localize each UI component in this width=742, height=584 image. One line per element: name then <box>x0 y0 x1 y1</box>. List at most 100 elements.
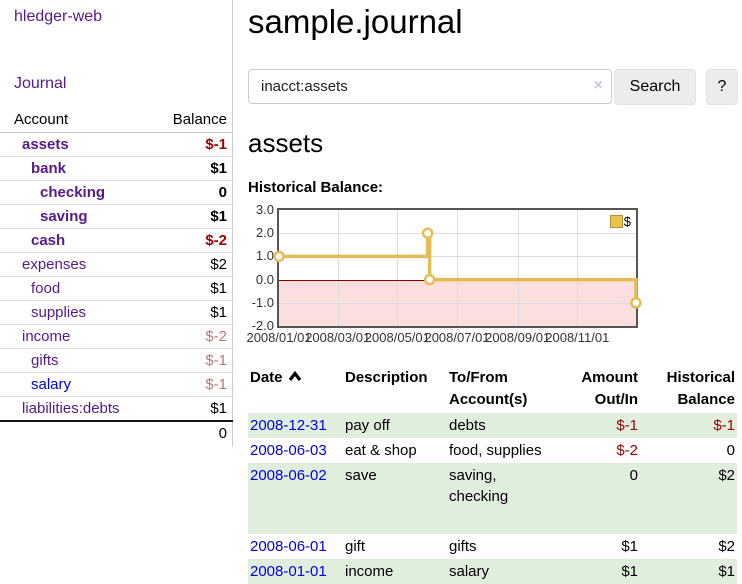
y-tick-label: 0.0 <box>255 271 274 287</box>
accounts-cell: debts <box>449 417 486 434</box>
accounts-cell: gifts <box>449 538 477 555</box>
account-balance: $-2 <box>143 324 233 349</box>
accounts-total-value: 0 <box>143 420 233 445</box>
date-header-label: Date <box>250 369 283 386</box>
account-link-gifts[interactable]: gifts <box>31 352 59 369</box>
accounts-header-row: Account Balance <box>0 108 233 133</box>
account-heading: assets <box>248 128 324 158</box>
account-row: food $1 <box>0 276 233 301</box>
account-balance: $-2 <box>143 228 233 253</box>
page-title: sample.journal <box>248 3 463 40</box>
account-row: gifts $-1 <box>0 348 233 373</box>
account-row: expenses $2 <box>0 252 233 277</box>
sidebar-item-journal[interactable]: Journal <box>14 75 67 92</box>
x-tick-label: 2008/03/01 <box>305 330 371 345</box>
account-link-assets[interactable]: assets <box>22 136 69 153</box>
data-point-marker <box>630 297 642 309</box>
account-balance: $-1 <box>143 348 233 373</box>
search-input[interactable] <box>248 69 612 104</box>
transaction-date-link[interactable]: 2008-01-01 <box>250 563 327 580</box>
account-row: salary $-1 <box>0 372 233 397</box>
account-balance: $2 <box>143 252 233 277</box>
account-link-checking[interactable]: checking <box>40 184 106 201</box>
transaction-date-link[interactable]: 2008-06-01 <box>250 538 327 555</box>
y-tick-label: -2.0 <box>251 318 274 333</box>
chart-plot-area: $ <box>273 208 642 328</box>
description-cell: eat & shop <box>345 442 417 459</box>
accounts-cell: saving, checking <box>449 467 509 505</box>
x-tick-label: 2008/05/01 <box>364 330 430 345</box>
accounts-header-balance: Balance <box>143 108 233 133</box>
register-header-amount: Amount Out/In <box>581 369 638 408</box>
description-cell: save <box>345 467 377 484</box>
search-form: × Search ? <box>248 69 742 105</box>
account-row: supplies $1 <box>0 300 233 325</box>
sort-ascending-icon <box>288 367 302 389</box>
account-link-saving[interactable]: saving <box>40 208 88 225</box>
accounts-tbody: assets $-1 bank $1 checking 0 saving $1 cash $-2 e… <box>0 133 233 421</box>
app-title-link[interactable]: hledger-web <box>14 8 103 25</box>
transaction-date-link[interactable]: 2008-06-02 <box>250 467 327 484</box>
amount-cell: $-1 <box>616 417 638 434</box>
amount-cell: $1 <box>621 538 638 555</box>
account-row: bank $1 <box>0 156 233 181</box>
account-link-bank[interactable]: bank <box>31 160 67 177</box>
search-button[interactable]: Search <box>614 69 696 105</box>
account-link-income[interactable]: income <box>22 328 71 345</box>
account-balance: $1 <box>143 396 233 421</box>
account-balance: $1 <box>143 156 233 181</box>
v-gridline <box>337 210 339 326</box>
register-header-description: Description <box>345 369 428 386</box>
accounts-cell: salary <box>449 563 490 580</box>
account-balance: $-1 <box>143 372 233 397</box>
register-tbody: 2008-12-31 pay off debts $-1 $-1 2008-06-03 ea… <box>248 413 737 584</box>
date-cell: 2008-01-01 <box>248 559 345 584</box>
account-balance: 0 <box>143 180 233 205</box>
description-cell: pay off <box>345 417 390 434</box>
account-link-expenses[interactable]: expenses <box>22 256 87 273</box>
description-cell: income <box>345 563 394 580</box>
balance-cell: 0 <box>726 442 735 459</box>
clear-search-icon[interactable]: × <box>593 77 603 94</box>
register-table: Date Description To/From Account(s) Amou… <box>248 365 737 584</box>
register-header-balance: Historical Balance <box>666 369 735 408</box>
x-tick-label: 2008/11/01 <box>545 330 610 345</box>
sidebar: hledger-web Journal Account Balance asse… <box>0 0 233 446</box>
account-balance: $1 <box>143 300 233 325</box>
amount-cell: $1 <box>621 563 638 580</box>
balance-cell: $-1 <box>713 417 735 434</box>
chart-legend: $ <box>609 214 631 229</box>
account-link-cash[interactable]: cash <box>31 232 66 249</box>
amount-cell: 0 <box>629 467 638 484</box>
account-cell: checking <box>0 180 144 205</box>
account-link-food[interactable]: food <box>31 280 61 297</box>
transaction-date-link[interactable]: 2008-12-31 <box>250 417 327 434</box>
register-header-date[interactable]: Date <box>248 365 345 413</box>
accounts-table: Account Balance assets $-1 bank $1 checking 0… <box>0 108 233 445</box>
help-button[interactable]: ? <box>706 69 738 105</box>
account-link-salary[interactable]: salary <box>31 376 72 393</box>
account-cell: salary <box>0 372 144 397</box>
account-balance: $1 <box>143 276 233 301</box>
account-row: saving $1 <box>0 204 233 229</box>
register-header-accounts: To/From Account(s) <box>449 369 528 408</box>
register-header-row: Date Description To/From Account(s) Amou… <box>248 365 737 413</box>
transaction-row: 2008-06-03 eat & shop food, supplies $-2 0 <box>248 438 737 463</box>
account-balance: $-1 <box>205 136 227 153</box>
date-cell: 2008-06-02 <box>248 463 345 534</box>
accounts-cell: food, supplies <box>449 442 542 459</box>
v-gridline <box>397 210 399 326</box>
account-cell: gifts <box>0 348 144 373</box>
v-gridline <box>457 210 458 326</box>
accounts-total-row: 0 <box>0 420 233 445</box>
transaction-row: 2008-01-01 income salary $1 $1 <box>248 559 737 584</box>
account-balance: $1 <box>143 204 233 229</box>
historical-balance-chart: 3.0 2.0 1.0 0.0 -1.0 -2.0 $ 2008/01/01 2008/03… <box>246 203 700 353</box>
main-content: sample.journal × Search ? assets Histori… <box>246 0 742 584</box>
transaction-date-link[interactable]: 2008-06-03 <box>250 442 327 459</box>
data-point-marker <box>273 250 285 263</box>
legend-swatch <box>609 215 623 228</box>
data-point-marker <box>421 227 434 239</box>
account-link-liabilities-debts[interactable]: liabilities:debts <box>22 400 120 417</box>
account-link-supplies[interactable]: supplies <box>31 304 87 321</box>
